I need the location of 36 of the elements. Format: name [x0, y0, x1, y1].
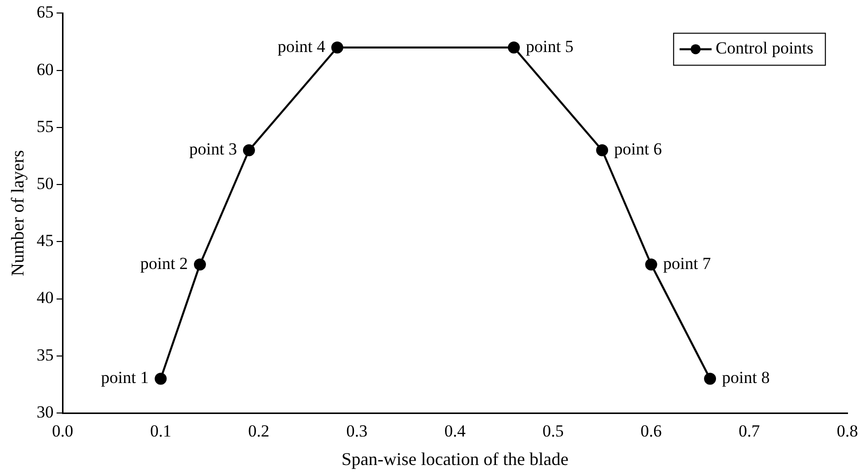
point — [331, 41, 344, 54]
point — [242, 144, 255, 156]
x-tick-label: 0.6 — [640, 422, 662, 441]
point — [645, 258, 658, 271]
y-tick-label: 35 — [36, 345, 54, 364]
point — [596, 144, 608, 156]
x-tick-label: 0.4 — [444, 422, 466, 441]
x-tick-label: 0.0 — [52, 422, 74, 441]
y-tick-label: 50 — [36, 174, 54, 194]
annotation: point 5 — [526, 36, 574, 56]
point — [194, 258, 206, 271]
annotation: point 6 — [614, 140, 662, 159]
y-tick-label: 60 — [36, 60, 54, 79]
annotation: point 8 — [722, 368, 770, 388]
y-tick-label: 40 — [36, 288, 54, 308]
x-tick-label: 0.7 — [738, 422, 760, 441]
y-tick-label: 30 — [36, 402, 54, 422]
y-axis-title: Number of layers — [8, 150, 28, 276]
x-tick-label: 0.3 — [346, 422, 368, 441]
y-tick-label: 55 — [36, 116, 54, 136]
annotation: point 3 — [189, 140, 237, 159]
annotation: point 7 — [663, 254, 712, 273]
x-tick-label: 0.5 — [542, 422, 564, 441]
point — [508, 41, 520, 54]
x-tick-label: 0.1 — [150, 422, 172, 441]
annotation: point 2 — [140, 254, 188, 273]
y-tick-label: 45 — [36, 231, 54, 250]
annotation: point 4 — [278, 36, 326, 56]
annotation: point 1 — [100, 368, 149, 388]
point — [704, 372, 716, 385]
x-axis-title: Span-wise location of the blade — [342, 448, 568, 469]
y-tick-label: 65 — [36, 2, 54, 22]
x-tick-label: 0.2 — [248, 422, 270, 441]
point — [154, 372, 167, 385]
x-tick-label: 0.8 — [836, 422, 858, 441]
legend-label: Control points — [716, 38, 814, 58]
